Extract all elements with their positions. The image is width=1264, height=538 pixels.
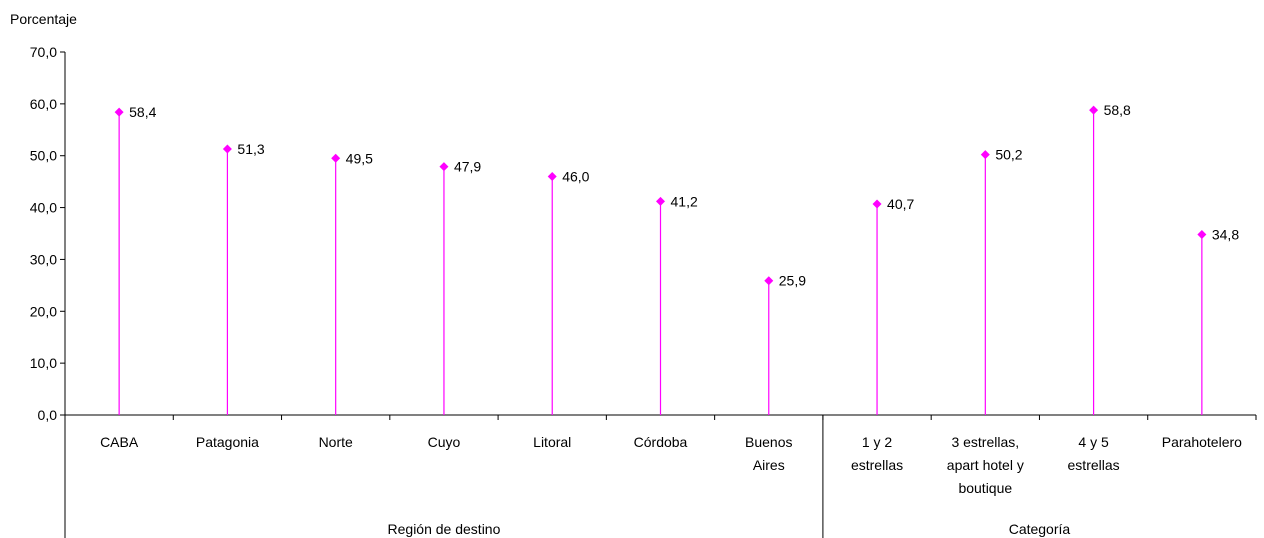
x-tick-label-line: estrellas	[1068, 457, 1120, 473]
data-point	[764, 276, 774, 286]
x-axis: CABA Patagonia Norte Cuyo Litoral Córdoba Buen…	[64, 414, 1257, 538]
x-tick-label-line: apart hotel y	[947, 457, 1024, 473]
data-point	[439, 162, 449, 172]
x-tick-label-line: Norte	[319, 434, 353, 450]
x-tick-label-line: Cuyo	[428, 434, 461, 450]
x-tick-label-line: estrellas	[851, 457, 903, 473]
data-label: 58,8	[1104, 102, 1131, 118]
y-tick-label: 0,0	[38, 407, 58, 423]
x-tick-label-line: Litoral	[533, 434, 571, 450]
data-series: 58,4 51,3 49,5 47,9 46,0 41,2 25,9 40,7 50,2 58,8…	[114, 102, 1239, 415]
x-tick-label: CABA	[100, 434, 139, 450]
data-point	[222, 144, 232, 154]
data-point	[547, 171, 557, 181]
data-label: 47,9	[454, 159, 481, 175]
y-tick-label: 60,0	[30, 96, 57, 112]
y-axis: 0,0 10,0 20,0 30,0 40,0 50,0 60,0 70,0	[30, 44, 66, 538]
x-tick-label: Buenos Aires	[745, 434, 792, 473]
y-tick-label: 10,0	[30, 355, 57, 371]
data-label: 58,4	[129, 104, 156, 120]
group-label: Región de destino	[388, 521, 501, 537]
x-tick-label: Parahotelero	[1162, 434, 1242, 450]
x-tick-label-line: 1 y 2	[862, 434, 893, 450]
y-tick-label: 20,0	[30, 303, 57, 319]
x-tick-label: Patagonia	[196, 434, 259, 450]
data-label: 49,5	[346, 150, 373, 166]
data-label: 41,2	[671, 193, 698, 209]
x-tick-label: 1 y 2 estrellas	[851, 434, 903, 473]
x-tick-label-line: Parahotelero	[1162, 434, 1242, 450]
x-tick-label-line: Aires	[753, 457, 785, 473]
x-tick-label-line: boutique	[958, 480, 1012, 496]
x-tick-label-line: CABA	[100, 434, 139, 450]
data-point	[1197, 230, 1207, 240]
y-tick-label: 50,0	[30, 148, 57, 164]
data-label: 34,8	[1212, 227, 1239, 243]
x-tick-label-line: 3 estrellas,	[951, 434, 1019, 450]
data-label: 40,7	[887, 196, 914, 212]
data-label: 51,3	[237, 141, 264, 157]
x-tick-label: Norte	[319, 434, 353, 450]
data-label: 50,2	[995, 147, 1022, 163]
x-tick-label: 3 estrellas, apart hotel y boutique	[947, 434, 1024, 496]
x-tick-label: Córdoba	[634, 434, 688, 450]
data-point	[114, 107, 124, 117]
data-label: 46,0	[562, 168, 589, 184]
x-tick-label: 4 y 5 estrellas	[1068, 434, 1120, 473]
data-label: 25,9	[779, 273, 806, 289]
data-point	[980, 150, 990, 160]
x-tick-label-line: Buenos	[745, 434, 792, 450]
x-tick-label-line: 4 y 5	[1078, 434, 1109, 450]
data-point	[656, 196, 665, 206]
data-point	[1089, 105, 1099, 115]
y-tick-label: 30,0	[30, 251, 57, 267]
x-tick-label: Litoral	[533, 434, 571, 450]
x-tick-label-line: Patagonia	[196, 434, 259, 450]
x-tick-label-line: Córdoba	[634, 434, 688, 450]
y-tick-label: 40,0	[30, 200, 57, 216]
data-point	[872, 199, 882, 209]
y-tick-label: 70,0	[30, 44, 57, 60]
data-point	[331, 153, 341, 163]
x-tick-label: Cuyo	[428, 434, 461, 450]
y-axis-title: Porcentaje	[10, 11, 77, 27]
group-label: Categoría	[1009, 521, 1071, 537]
